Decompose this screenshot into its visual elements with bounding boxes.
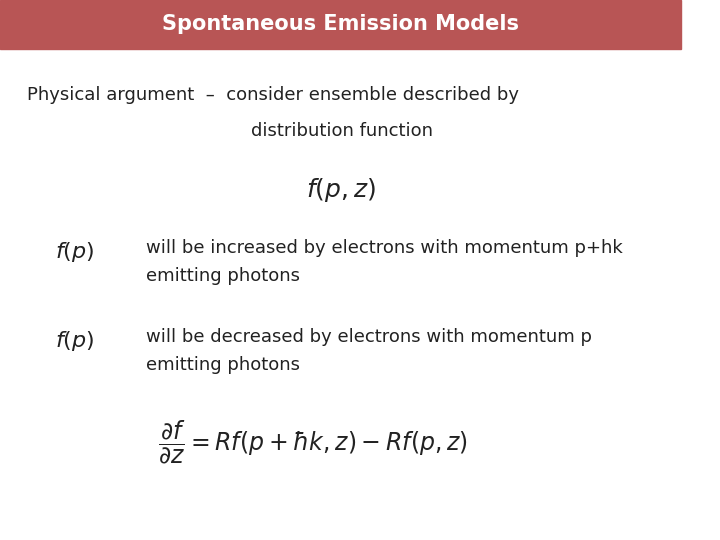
FancyBboxPatch shape [0, 0, 681, 49]
Text: Physical argument  –  consider ensemble described by: Physical argument – consider ensemble de… [27, 86, 519, 104]
Text: $\dfrac{\partial f}{\partial z} = Rf(p+\hbar k,z) - Rf(p,z)$: $\dfrac{\partial f}{\partial z} = Rf(p+\… [158, 418, 468, 466]
Text: emitting photons: emitting photons [146, 356, 300, 374]
Text: emitting photons: emitting photons [146, 267, 300, 285]
Text: $f(p)$: $f(p)$ [55, 329, 94, 353]
Text: $f(p,z)$: $f(p,z)$ [306, 176, 376, 204]
Text: $f(p)$: $f(p)$ [55, 240, 94, 264]
Text: Spontaneous Emission Models: Spontaneous Emission Models [162, 14, 519, 35]
Text: will be decreased by electrons with momentum p: will be decreased by electrons with mome… [146, 328, 593, 346]
Text: will be increased by electrons with momentum p+hk: will be increased by electrons with mome… [146, 239, 624, 256]
Text: distribution function: distribution function [251, 122, 433, 139]
